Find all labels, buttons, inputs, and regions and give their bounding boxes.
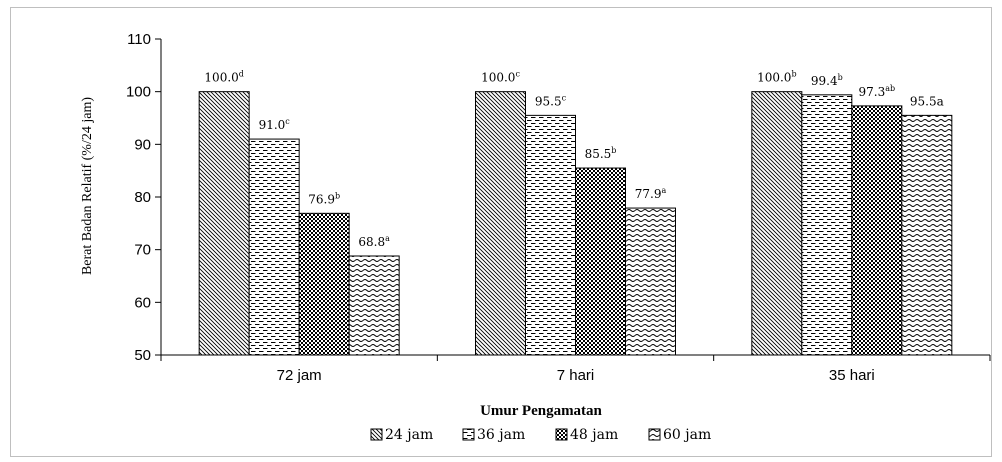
x-tick-label: 7 hari xyxy=(557,367,595,384)
legend-swatch xyxy=(370,428,383,441)
data-label: 68.8a xyxy=(358,234,390,249)
data-label: 95.5c xyxy=(535,93,567,108)
y-tick-label: 60 xyxy=(134,294,151,311)
data-label-superscript: ab xyxy=(885,84,895,93)
data-label: 76.9b xyxy=(308,191,340,206)
y-tick-label: 90 xyxy=(134,136,151,153)
data-label: 100.0d xyxy=(204,70,243,85)
y-tick-label: 70 xyxy=(134,242,151,259)
data-label: 99.4b xyxy=(811,73,843,88)
data-label: 100.0b xyxy=(757,70,796,85)
data-label-superscript: a xyxy=(661,186,666,195)
data-label: 91.0c xyxy=(259,117,291,132)
data-label-superscript: c xyxy=(285,117,290,126)
data-label-superscript: a xyxy=(385,234,390,243)
legend: 24 jam 36 jam 48 jam 60 jam xyxy=(370,427,711,443)
data-label-superscript: b xyxy=(611,146,616,155)
legend-label: 60 jam xyxy=(663,427,711,443)
data-label-superscript: b xyxy=(335,191,340,200)
legend-swatch xyxy=(555,428,568,441)
data-label: 97.3ab xyxy=(859,84,896,99)
bar xyxy=(198,91,250,356)
y-tick-labels: 50 60 70 80 90 100 110 xyxy=(126,31,161,364)
data-label-superscript: c xyxy=(562,93,567,102)
bars xyxy=(198,91,953,356)
data-label: 95.5a xyxy=(910,94,944,108)
y-axis-title: Berat Badan Relatif (%/24 jam) xyxy=(80,97,95,275)
data-label-superscript: d xyxy=(239,70,244,79)
x-tick-label: 72 jam xyxy=(277,367,322,384)
y-tick-label: 80 xyxy=(134,189,151,206)
data-labels: 100.0d 91.0c 76.9b 68.8a 100.0c 95.5c 85.5b 77.… xyxy=(204,70,943,249)
legend-swatch xyxy=(648,428,661,441)
data-label-superscript: c xyxy=(515,70,520,79)
bar xyxy=(851,105,903,356)
data-label: 100.0c xyxy=(481,70,520,85)
bar xyxy=(475,91,526,356)
legend-label: 36 jam xyxy=(477,427,525,443)
x-tick-labels: 72 jam 7 hari 35 hari xyxy=(277,367,875,384)
legend-swatch xyxy=(462,428,475,441)
y-tick-label: 50 xyxy=(134,347,151,364)
bar xyxy=(751,91,803,356)
bar xyxy=(901,114,953,356)
data-label: 85.5b xyxy=(585,146,617,161)
bar xyxy=(801,94,853,356)
y-tick-label: 100 xyxy=(126,84,151,101)
bar xyxy=(248,138,300,356)
legend-label: 24 jam xyxy=(385,427,433,443)
y-tick-label: 110 xyxy=(127,31,151,48)
x-axis-title: Umur Pengamatan xyxy=(480,403,602,419)
bar xyxy=(348,255,400,356)
data-label-superscript: b xyxy=(791,70,796,79)
bar xyxy=(625,207,676,356)
chart-frame: 50 60 70 80 90 100 110 100.0d 91.0c 76.9b 68.8a 10… xyxy=(10,7,992,457)
bar xyxy=(298,212,350,356)
x-tick-label: 35 hari xyxy=(829,367,875,384)
legend-label: 48 jam xyxy=(570,427,618,443)
data-label-superscript: b xyxy=(838,73,843,82)
bar xyxy=(575,167,626,356)
bar xyxy=(525,114,576,356)
data-label: 77.9a xyxy=(635,186,667,201)
